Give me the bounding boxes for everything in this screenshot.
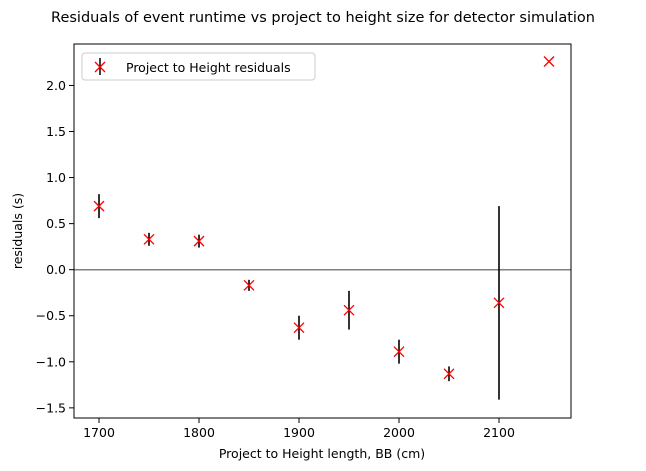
x-tick-label: 2000 — [383, 425, 415, 440]
plot-area — [74, 44, 571, 418]
legend-box — [81, 52, 316, 81]
y-tick-label: 1.0 — [46, 170, 66, 185]
data-point-marker — [143, 233, 155, 245]
y-axis: −1.5 −1.0 −0.5 0.0 0.5 1.0 1.5 2.0 — [36, 78, 74, 415]
y-tick-label: −1.5 — [36, 400, 66, 415]
data-point-marker — [493, 297, 505, 309]
data-point-marker — [343, 304, 355, 316]
x-tick-label: 1900 — [283, 425, 315, 440]
y-tick-label: 0.0 — [46, 262, 66, 277]
x-tick-label: 1800 — [183, 425, 215, 440]
data-point-marker — [293, 322, 305, 334]
y-tick-label: 1.5 — [46, 124, 66, 139]
data-point-marker — [443, 368, 455, 380]
data-point-marker — [93, 200, 105, 212]
legend-marker-icon — [94, 61, 106, 73]
data-point-marker — [393, 346, 405, 358]
y-tick-label: 2.0 — [46, 78, 66, 93]
chart-title: Residuals of event runtime vs project to… — [51, 10, 595, 26]
legend: Project to Height residuals — [81, 52, 316, 81]
x-tick-label: 2100 — [483, 425, 515, 440]
x-axis: 1700 1800 1900 2000 2100 — [83, 418, 515, 440]
data-markers — [93, 56, 555, 380]
plot-frame — [73, 43, 572, 419]
y-tick-label: 0.5 — [46, 216, 66, 231]
data-point-marker — [193, 235, 205, 247]
legend-label: Project to Height residuals — [126, 60, 291, 75]
data-point-marker — [243, 279, 255, 291]
data-point-marker — [543, 56, 555, 67]
x-tick-label: 1700 — [83, 425, 115, 440]
y-tick-label: −1.0 — [36, 354, 66, 369]
y-axis-label: residuals (s) — [10, 193, 25, 269]
y-tick-label: −0.5 — [36, 308, 66, 323]
x-axis-label: Project to Height length, BB (cm) — [219, 446, 425, 461]
